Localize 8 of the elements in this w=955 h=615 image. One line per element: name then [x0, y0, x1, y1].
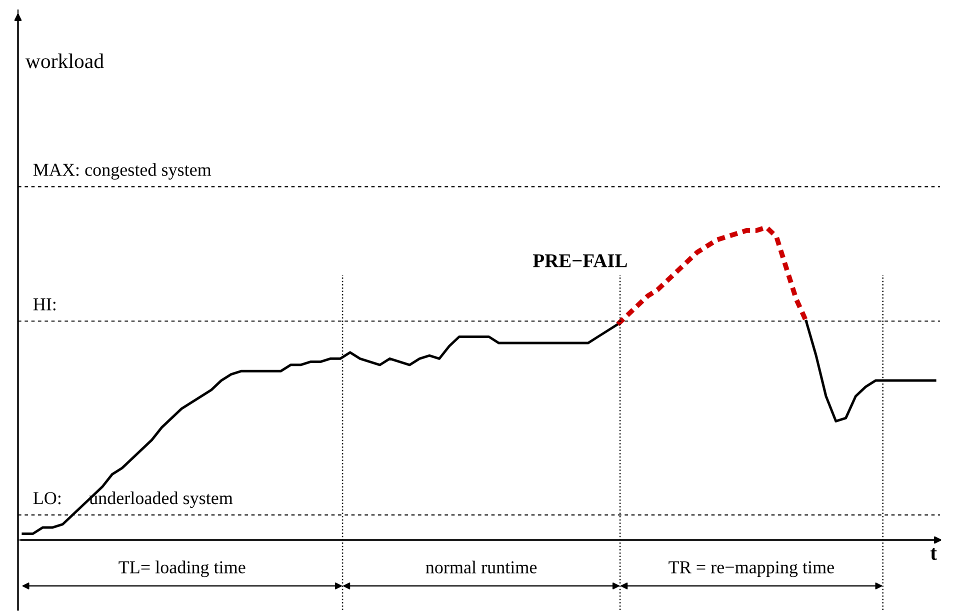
text: TL= loading time	[118, 560, 246, 578]
ref-line-label: MAX: congested system	[33, 163, 212, 180]
ref-line-label: HI:	[33, 298, 56, 310]
text: TR = re−mapping time	[668, 561, 834, 578]
text: normal runtime	[426, 560, 537, 574]
text: workload	[25, 54, 104, 68]
annotation: PRE−FAIL	[533, 254, 627, 268]
x-axis-title: t	[930, 548, 937, 560]
